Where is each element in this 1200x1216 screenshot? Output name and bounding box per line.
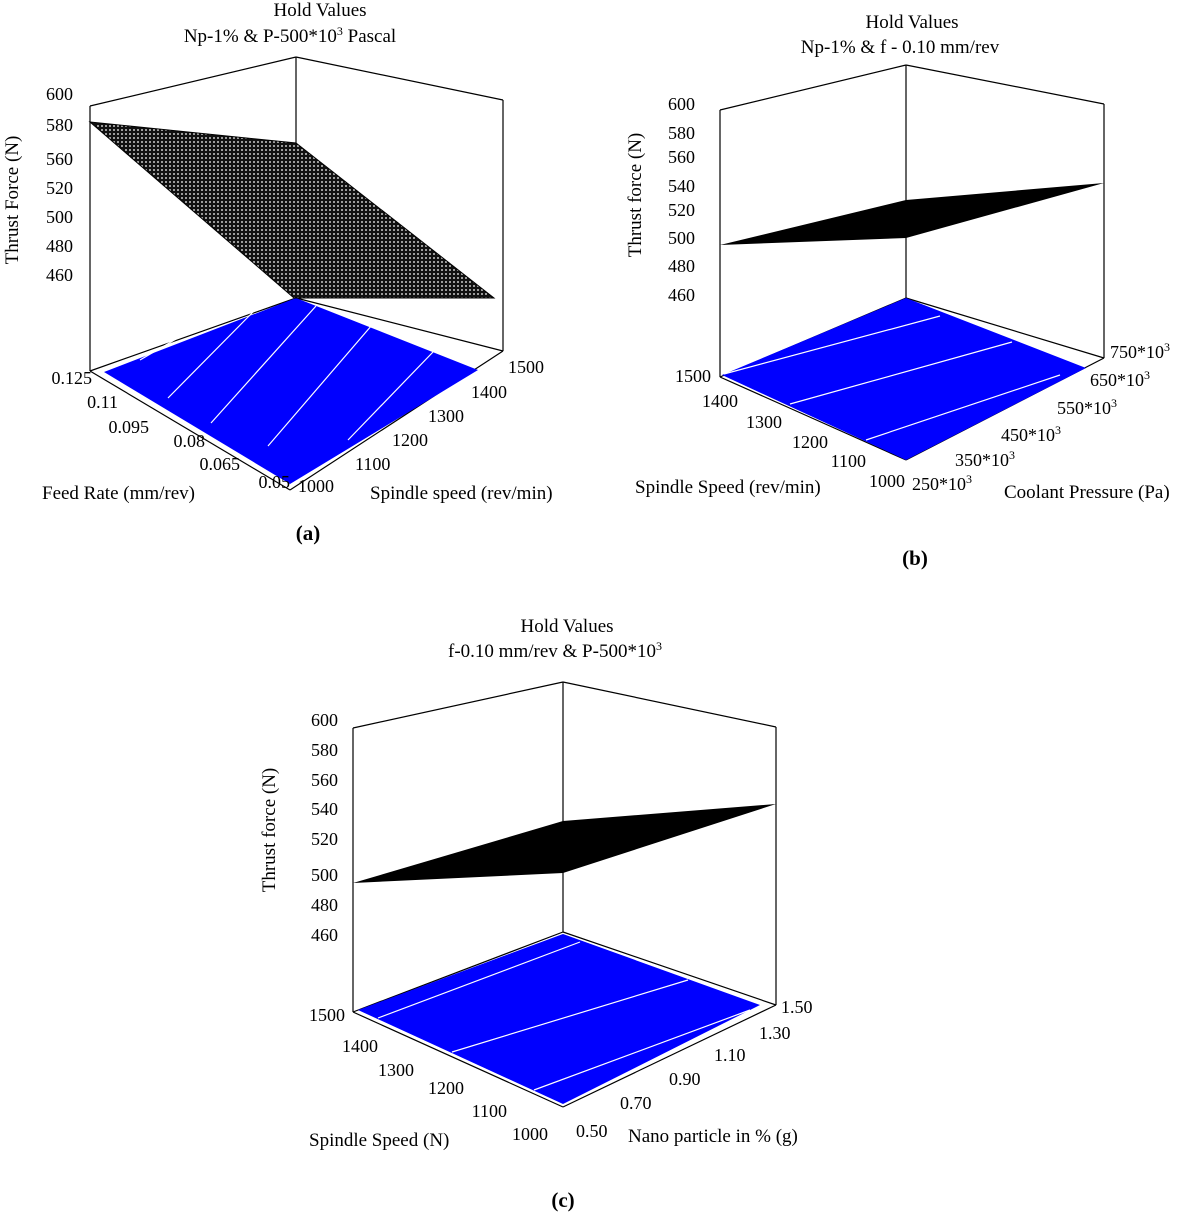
chart-c-z-tick: 540 [311, 799, 338, 819]
chart-c-x-tick: 1200 [428, 1078, 464, 1098]
chart-a-contour-lines [139, 305, 434, 447]
chart-c-z-tick: 460 [311, 925, 338, 945]
chart-c-z-tick: 600 [311, 710, 338, 730]
chart-c-x-ticks: 1500 1400 1300 1200 1100 1000 [309, 1005, 548, 1144]
chart-a-y-tick: 1400 [471, 382, 507, 402]
chart-a-caption: (a) [296, 521, 321, 545]
chart-b-y-tick: 250*103 [912, 472, 972, 494]
chart-b-x-tick: 1100 [831, 451, 866, 471]
chart-c-y-tick: 0.90 [669, 1069, 701, 1089]
chart-b-z-tick: 540 [668, 176, 695, 196]
chart-b-z-tick: 480 [668, 256, 695, 276]
chart-b-y-tick: 650*103 [1090, 368, 1150, 390]
chart-a-y-tick: 1100 [355, 454, 390, 474]
chart-a-z-tick: 580 [46, 115, 73, 135]
chart-b-z-label: Thrust force (N) [625, 133, 646, 258]
chart-b-y-tick: 750*103 [1110, 340, 1170, 362]
chart-b-y-tick: 450*103 [1001, 423, 1061, 445]
chart-b-y-tick: 550*103 [1057, 396, 1117, 418]
chart-a-x-tick: 0.05 [259, 472, 291, 492]
chart-c-y-tick: 1.50 [781, 997, 813, 1017]
chart-c-y-tick: 1.30 [759, 1023, 791, 1043]
chart-b-x-tick: 1300 [746, 412, 782, 432]
chart-a-y-tick: 1300 [428, 406, 464, 426]
chart-a-z-tick: 560 [46, 149, 73, 169]
chart-c-frame [352, 681, 777, 1108]
chart-c-z-tick: 560 [311, 770, 338, 790]
chart-b-z-tick: 520 [668, 200, 695, 220]
chart-a-y-tick: 1000 [298, 476, 334, 496]
chart-c-z-tick: 500 [311, 865, 338, 885]
chart-c-y-tick: 0.70 [620, 1093, 652, 1113]
chart-c-title-line2: f-0.10 mm/rev & P-500*103 [448, 639, 662, 662]
chart-c-x-tick: 1100 [472, 1101, 507, 1121]
chart-c-z-tick: 480 [311, 895, 338, 915]
chart-b-x-tick: 1400 [702, 391, 738, 411]
chart-b-title-line2: Np-1% & f - 0.10 mm/rev [801, 37, 1000, 58]
chart-a-y-label: Spindle speed (rev/min) [370, 483, 553, 504]
chart-a: Hold Values Np-1% & P-500*103 Pascal [2, 0, 553, 545]
chart-a-y-tick: 1500 [508, 357, 544, 377]
chart-a-z-ticks: 600 580 560 520 500 480 460 [46, 84, 73, 285]
chart-c-x-label: Spindle Speed (N) [309, 1130, 449, 1151]
chart-c-x-tick: 1000 [512, 1124, 548, 1144]
chart-a-surface [88, 121, 496, 299]
chart-c-z-tick: 520 [311, 829, 338, 849]
chart-b-x-label: Spindle Speed (rev/min) [635, 477, 821, 498]
chart-b-y-tick: 350*103 [955, 448, 1015, 470]
chart-b-z-ticks: 600 580 560 540 520 500 480 460 [668, 94, 695, 305]
chart-a-title-line2: Np-1% & P-500*103 Pascal [184, 24, 396, 47]
chart-a-x-ticks: 0.125 0.11 0.095 0.08 0.065 0.05 [52, 368, 291, 492]
chart-a-z-tick: 480 [46, 236, 73, 256]
chart-b-z-tick: 560 [668, 147, 695, 167]
chart-c-z-tick: 580 [311, 740, 338, 760]
chart-a-x-tick: 0.125 [52, 368, 93, 388]
chart-a-y-tick: 1200 [392, 430, 428, 450]
chart-b-contour-lines [723, 315, 1061, 441]
chart-b-title-line1: Hold Values [865, 12, 958, 33]
chart-b-caption: (b) [902, 546, 928, 570]
chart-a-x-tick: 0.095 [109, 417, 150, 437]
chart-b-z-tick: 460 [668, 285, 695, 305]
chart-b-y-label: Coolant Pressure (Pa) [1004, 482, 1170, 503]
chart-b-x-tick: 1200 [792, 432, 828, 452]
chart-a-x-tick: 0.11 [87, 392, 118, 412]
chart-b-x-ticks: 1500 1400 1300 1200 1100 1000 [675, 366, 905, 491]
chart-c-z-label: Thrust force (N) [259, 768, 280, 893]
chart-a-title-line1: Hold Values [273, 0, 366, 21]
chart-c-x-tick: 1400 [342, 1036, 378, 1056]
chart-c-x-tick: 1500 [309, 1005, 345, 1025]
chart-a-z-tick: 600 [46, 84, 73, 104]
chart-a-z-tick: 460 [46, 265, 73, 285]
chart-c: Hold Values f-0.10 mm/rev & P-500*103 60… [259, 616, 813, 1212]
chart-b-z-tick: 500 [668, 228, 695, 248]
chart-b-y-ticks: 250*103 350*103 450*103 550*103 650*103 … [912, 340, 1170, 494]
chart-c-x-tick: 1300 [378, 1060, 414, 1080]
chart-b: Hold Values Np-1% & f - 0.10 mm/rev 600 … [625, 12, 1170, 570]
chart-c-y-tick: 1.10 [714, 1045, 746, 1065]
chart-c-title-line1: Hold Values [520, 616, 613, 637]
chart-c-surface [353, 804, 776, 883]
chart-c-z-ticks: 600 580 560 540 520 500 480 460 [311, 710, 338, 945]
chart-b-x-tick: 1000 [869, 471, 905, 491]
chart-b-z-tick: 600 [668, 94, 695, 114]
chart-c-caption: (c) [551, 1188, 574, 1212]
chart-c-contour-lines [377, 941, 751, 1091]
chart-a-z-tick: 500 [46, 207, 73, 227]
chart-a-z-tick: 520 [46, 178, 73, 198]
chart-a-contour-floor [104, 298, 478, 484]
chart-a-y-ticks: 1000 1100 1200 1300 1400 1500 [298, 357, 544, 496]
chart-a-x-tick: 0.065 [200, 454, 241, 474]
chart-c-y-ticks: 0.50 0.70 0.90 1.10 1.30 1.50 [576, 997, 813, 1141]
chart-c-y-tick: 0.50 [576, 1121, 608, 1141]
chart-c-y-label: Nano particle in % (g) [628, 1126, 798, 1147]
chart-b-x-tick: 1500 [675, 366, 711, 386]
chart-b-z-tick: 580 [668, 123, 695, 143]
chart-b-surface [720, 183, 1104, 245]
chart-a-z-label: Thrust Force (N) [2, 136, 23, 265]
chart-b-contour-floor [722, 298, 1086, 460]
chart-a-x-label: Feed Rate (mm/rev) [42, 483, 195, 504]
chart-a-x-tick: 0.08 [174, 431, 206, 451]
